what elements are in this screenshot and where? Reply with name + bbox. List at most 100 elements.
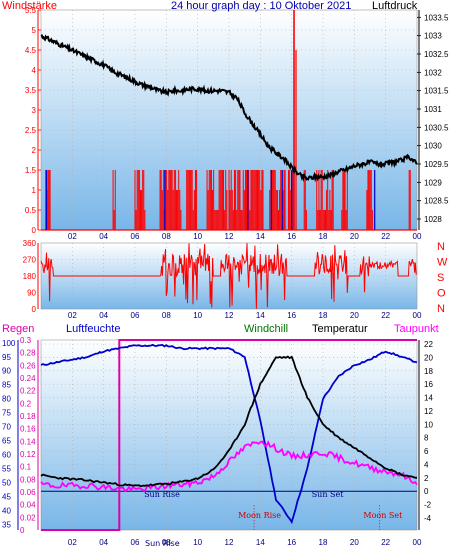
legend-regen: Regen bbox=[2, 323, 34, 335]
x-tick-label: 10 bbox=[193, 538, 202, 547]
wind-axis-title: Windstärke bbox=[2, 0, 57, 12]
humidity-tick-label: 75 bbox=[2, 409, 11, 418]
x-tick-label: 06 bbox=[131, 311, 140, 320]
temperature-tick-label: -2 bbox=[424, 501, 432, 510]
direction-tick-label: 270 bbox=[23, 256, 37, 265]
legend-temperatur: Temperatur bbox=[312, 323, 368, 335]
event-label: Moon Rise bbox=[238, 511, 281, 520]
rain-tick-label: 0.16 bbox=[20, 425, 36, 434]
x-tick-label: 16 bbox=[287, 538, 296, 547]
wind-tick-label: 5 bbox=[32, 26, 37, 35]
humidity-tick-label: 40 bbox=[2, 506, 11, 515]
x-tick-label: 08 bbox=[162, 311, 171, 320]
x-tick-label: 08 bbox=[162, 232, 171, 241]
rain-tick-label: 0.02 bbox=[20, 513, 36, 522]
wind-tick-label: 1 bbox=[32, 186, 37, 195]
pressure-tick-label: 1030.5 bbox=[424, 123, 449, 132]
pressure-tick-label: 1031 bbox=[424, 105, 442, 114]
temperature-tick-label: 4 bbox=[424, 460, 429, 469]
pressure-tick-label: 1032 bbox=[424, 68, 442, 77]
direction-tick-label: 180 bbox=[23, 272, 37, 281]
event-label: Moon Set bbox=[363, 511, 403, 520]
rain-tick-label: 0.26 bbox=[20, 361, 36, 370]
pressure-tick-label: 1029.5 bbox=[424, 160, 449, 169]
humidity-tick-label: 50 bbox=[2, 479, 11, 488]
x-tick-label: 00 bbox=[413, 232, 422, 241]
x-tick-label: 22 bbox=[381, 311, 390, 320]
axis-labels: 5.5 5 4.5 4 3.5 3 2.5 2 1.5 1 0.5 0 1033.5 1033 1032.5… bbox=[2, 6, 449, 547]
x-tick-label: 20 bbox=[350, 538, 359, 547]
temperature-tick-label: 10 bbox=[424, 420, 433, 429]
wind-direction-line bbox=[40, 243, 417, 309]
x-tick-label: 02 bbox=[68, 311, 77, 320]
direction-tick-label: 90 bbox=[27, 289, 36, 298]
rain-tick-label: 0.04 bbox=[20, 501, 36, 510]
x-tick-label: 10 bbox=[193, 311, 202, 320]
pressure-tick-label: 1030 bbox=[424, 142, 442, 151]
rain-tick-label: 0.2 bbox=[20, 399, 32, 408]
wind-tick-label: 3.5 bbox=[25, 86, 37, 95]
x-tick-label: 10 bbox=[193, 232, 202, 241]
x-tick-label: 14 bbox=[256, 538, 265, 547]
x-tick-label: 02 bbox=[68, 232, 77, 241]
x-tick-label: 08 bbox=[162, 538, 171, 547]
humidity-tick-label: 60 bbox=[2, 451, 11, 460]
event-label: Sun Rise bbox=[144, 490, 180, 499]
humidity-tick-label: 70 bbox=[2, 423, 11, 432]
rain-tick-label: 0.28 bbox=[20, 349, 36, 358]
rain-tick-label: 0.12 bbox=[20, 450, 36, 459]
temperature-tick-label: 22 bbox=[424, 340, 433, 349]
rain-tick-label: 0.22 bbox=[20, 387, 36, 396]
legend-taupunkt: Taupunkt bbox=[394, 323, 439, 335]
temperature-tick-label: 8 bbox=[424, 434, 429, 443]
x-tick-label: 20 bbox=[350, 232, 359, 241]
wind-tick-label: 0 bbox=[32, 226, 37, 235]
direction-tick-label: 0 bbox=[32, 305, 37, 314]
legend-luftfeuchte: Luftfeuchte bbox=[66, 323, 120, 335]
x-tick-label: 00 bbox=[413, 311, 422, 320]
temperature-tick-label: 14 bbox=[424, 394, 433, 403]
wind-tick-label: 2 bbox=[32, 146, 37, 155]
x-tick-label: 00 bbox=[413, 538, 422, 547]
dewpoint-line bbox=[40, 440, 418, 493]
wind-tick-label: 2.5 bbox=[25, 126, 37, 135]
x-tick-label: 06 bbox=[131, 538, 140, 547]
rain-tick-label: 0.08 bbox=[20, 475, 36, 484]
pressure-line bbox=[40, 34, 418, 183]
pressure-tick-label: 1032.5 bbox=[424, 50, 449, 59]
x-tick-label: 12 bbox=[225, 538, 234, 547]
x-tick-label: 02 bbox=[68, 538, 77, 547]
x-tick-label: 20 bbox=[350, 311, 359, 320]
x-tick-label: 22 bbox=[381, 232, 390, 241]
rain-tick-label: 0.1 bbox=[20, 463, 32, 472]
x-tick-label: 14 bbox=[256, 232, 265, 241]
x-tick-label: 12 bbox=[225, 232, 234, 241]
compass-label: N bbox=[437, 303, 445, 315]
data-marks bbox=[40, 10, 418, 531]
temperature-line bbox=[40, 355, 418, 488]
humidity-tick-label: 85 bbox=[2, 381, 11, 390]
temperature-tick-label: 16 bbox=[424, 380, 433, 389]
x-tick-label: 16 bbox=[287, 311, 296, 320]
temperature-tick-label: -4 bbox=[424, 514, 432, 523]
rain-tick-label: 0 bbox=[20, 526, 25, 535]
temperature-tick-label: 12 bbox=[424, 407, 433, 416]
temperature-tick-label: 18 bbox=[424, 367, 433, 376]
rain-line bbox=[41, 339, 417, 531]
humidity-tick-label: 55 bbox=[2, 465, 11, 474]
humidity-tick-label: 100 bbox=[2, 339, 16, 348]
pressure-tick-label: 1028.5 bbox=[424, 197, 449, 206]
pressure-tick-label: 1028 bbox=[424, 215, 442, 224]
x-tick-label: 04 bbox=[99, 232, 108, 241]
temperature-tick-label: 2 bbox=[424, 474, 429, 483]
humidity-tick-label: 90 bbox=[2, 367, 11, 376]
temperature-tick-label: 20 bbox=[424, 353, 433, 362]
wind-tick-label: 1.5 bbox=[25, 166, 37, 175]
x-tick-label: 12 bbox=[225, 311, 234, 320]
pressure-tick-label: 1029 bbox=[424, 178, 442, 187]
compass-label: S bbox=[437, 272, 444, 284]
wind-tick-label: 5.5 bbox=[25, 6, 37, 15]
wind-tick-label: 4.5 bbox=[25, 46, 37, 55]
x-tick-label: 14 bbox=[256, 311, 265, 320]
